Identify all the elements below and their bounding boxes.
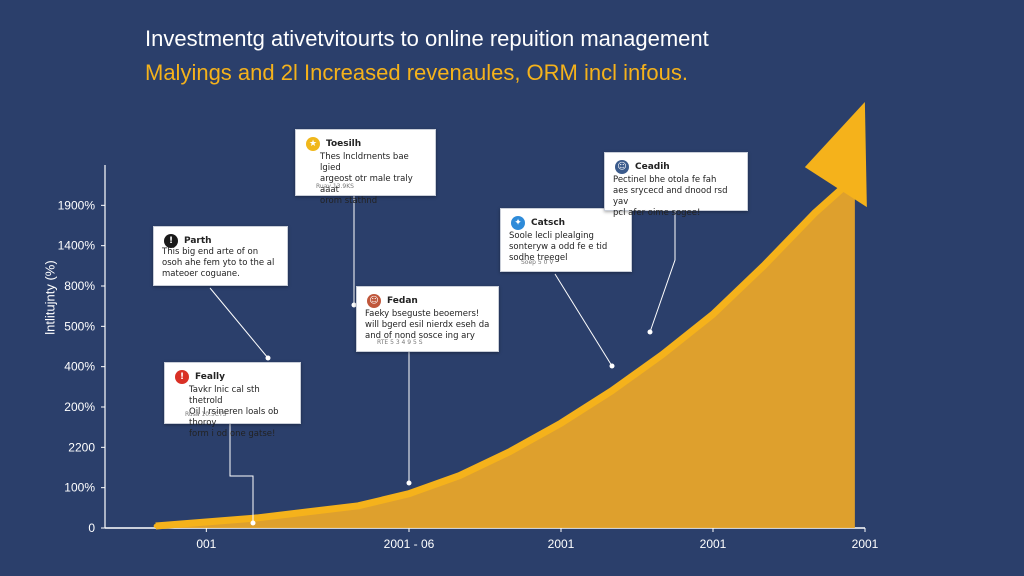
- x-tick-label: 2001: [700, 537, 727, 551]
- annotation-text: Tavkr lnic cal sth thetrold: [189, 385, 260, 406]
- avatar-icon: ☺: [615, 160, 629, 174]
- annotation-name: Feally: [195, 372, 225, 382]
- y-tick-label: 0: [88, 521, 95, 535]
- alert-icon: !: [175, 370, 189, 384]
- annotation-text: aes srycecd and dnood rsd yav: [613, 186, 728, 207]
- chart-subtitle: Malyings and 2l Increased revenaules, OR…: [145, 60, 688, 85]
- avatar-icon: ☺: [367, 294, 381, 308]
- data-point: [508, 449, 513, 454]
- data-point: [255, 515, 259, 520]
- annotation-connector: [209, 287, 269, 359]
- annotation-meta: Rusa 10.5CTS: [185, 411, 227, 418]
- x-tick-label: 2001: [548, 537, 575, 551]
- connector-end-dot: [250, 520, 256, 526]
- annotation-connector: [649, 210, 676, 333]
- data-point: [356, 503, 361, 508]
- connector-end-dot: [647, 329, 653, 335]
- data-point: [812, 211, 817, 216]
- connector-end-dot: [609, 363, 615, 369]
- y-tick-label: 100%: [64, 481, 95, 495]
- annotation-text: sodhe treegel: [509, 253, 568, 263]
- y-tick-label: 1400%: [58, 239, 96, 253]
- y-tick-label: 1900%: [58, 198, 96, 212]
- star-icon: ★: [306, 137, 320, 151]
- annotation-text: Pectinel bhe otola fe fah: [613, 175, 717, 185]
- annotation-text: pcl afer oime sogee!: [613, 208, 701, 218]
- annotation-meta: Ruay 13.9KS: [316, 183, 354, 190]
- sparkle-icon: ✦: [511, 216, 525, 230]
- annotation-card: ! Parth This big end arte of on osoh ahe …: [153, 226, 288, 286]
- alert-icon: !: [164, 234, 178, 248]
- annotation-connector: [554, 273, 613, 367]
- annotation-text: Thes lncldrnents bae lgied: [320, 152, 409, 173]
- annotation-name: Ceadih: [635, 162, 670, 172]
- chart-title: Investmentg ativetvitourts to online rep…: [145, 26, 709, 51]
- annotation-card: ☺ Fedan Faeky bseguste beoemers! will bge…: [356, 286, 499, 352]
- annotation-text: and of nond sosce ing ary: [365, 331, 475, 341]
- annotation-text: This big end arte of on: [162, 247, 259, 257]
- connector-end-dot: [406, 480, 412, 486]
- x-tick-label: 2001: [852, 537, 879, 551]
- data-point: [407, 491, 411, 496]
- y-tick-label: 500%: [64, 319, 95, 333]
- data-point: [660, 352, 665, 357]
- connector-end-dot: [265, 355, 271, 361]
- y-axis-label: lntlitujnty (%): [42, 260, 58, 335]
- x-tick-label: 001: [196, 537, 216, 551]
- annotation-name: Parth: [184, 236, 212, 246]
- annotation-name: Toesilh: [326, 139, 362, 149]
- y-tick-label: 800%: [64, 279, 95, 293]
- data-point: [609, 388, 614, 393]
- annotation-name: Fedan: [387, 296, 418, 306]
- annotation-text: sonteryw a odd fe e tid: [509, 242, 608, 252]
- annotation-meta: RTE 5 3 4 9 5 S: [377, 339, 423, 346]
- data-point: [852, 175, 857, 180]
- annotation-text: will bgerd esil nierdx eseh da: [365, 320, 490, 330]
- annotation-meta: Soep 5 0 V: [521, 259, 554, 266]
- annotation-text: Oil l rsineren loals ob thoroy: [189, 407, 279, 428]
- data-point: [153, 523, 158, 528]
- trend-arrow-head: [804, 102, 867, 208]
- data-point: [559, 421, 563, 426]
- annotation-text: osoh ahe fem yto to the al: [162, 258, 275, 268]
- data-point: [711, 312, 715, 317]
- annotation-card: ★ Toesilh Thes lncldrnents bae lgied arge…: [295, 129, 436, 206]
- annotation-card: ☺ Ceadih Pectinel bhe otola fe fah aes sr…: [604, 152, 748, 218]
- x-tick-label: 2001 - 06: [384, 537, 435, 551]
- y-tick-label: 200%: [64, 400, 95, 414]
- y-tick-label: 400%: [64, 360, 95, 374]
- annotation-text: mateoer coguane.: [162, 269, 240, 279]
- data-point: [761, 263, 766, 268]
- annotation-card: ✦ Catsch Soole lecli plealging sonteryw a…: [500, 208, 632, 272]
- y-tick-label: 2200: [68, 440, 95, 454]
- annotation-text: orom stathnd: [320, 196, 378, 206]
- annotation-text: Soole lecli plealging: [509, 231, 594, 241]
- annotation-text: argeost otr male traly aaat: [320, 174, 413, 195]
- annotation-text: form i od one gatse!: [189, 429, 276, 439]
- annotation-name: Catsch: [531, 218, 566, 228]
- annotation-card: ! Feally Tavkr lnic cal sth thetrold Oil …: [164, 362, 301, 439]
- annotation-text: Faeky bseguste beoemers!: [365, 309, 480, 319]
- data-point: [457, 473, 462, 478]
